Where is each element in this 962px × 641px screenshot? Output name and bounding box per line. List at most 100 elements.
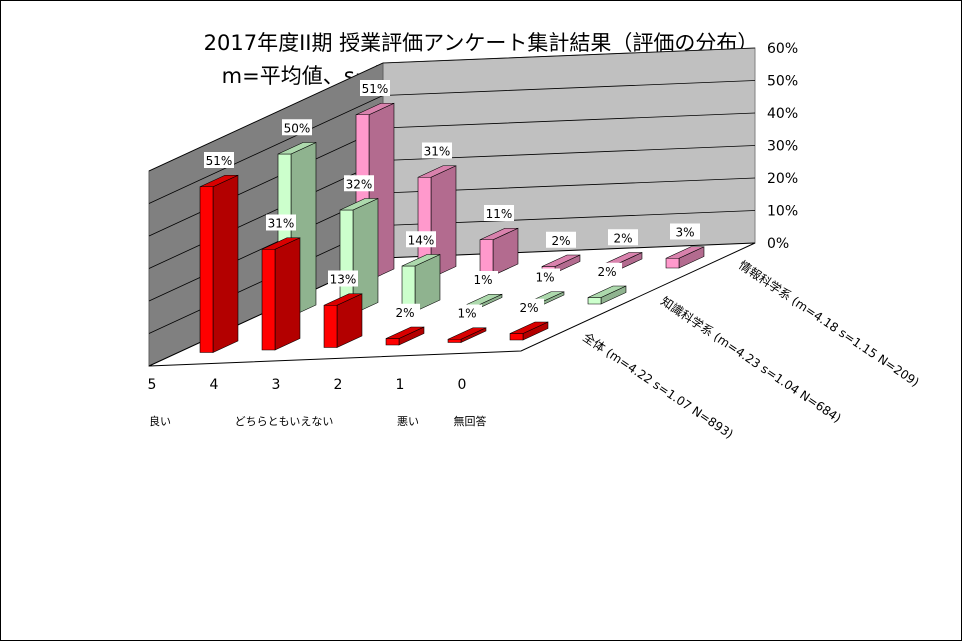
x-description-label: 良い [149, 414, 171, 428]
data-label-text: 31% [268, 217, 295, 231]
data-label: 31% [422, 142, 452, 159]
bar-top [417, 165, 457, 178]
bar-top [385, 326, 425, 339]
y-axis-ticks: 0% 10% 20% 30% 40% 50% 60% [767, 41, 798, 252]
x-axis-descriptions: 良い どちらともいえない 悪い 無回答 [149, 414, 487, 428]
data-label-box [514, 298, 544, 315]
data-label: 2% [592, 262, 622, 279]
bar-front [447, 338, 462, 343]
bar [587, 285, 627, 305]
bar-front [479, 239, 494, 276]
bar-top [355, 102, 395, 116]
data-label-box [468, 271, 498, 287]
chart-title: 2017年度II期 授業評価アンケート集計結果（評価の分布） [203, 31, 759, 55]
bar [509, 321, 549, 341]
y-tick-label: 0% [767, 236, 789, 252]
data-label-box [204, 152, 234, 168]
data-label-box [592, 262, 622, 279]
data-label-text: 51% [206, 154, 233, 168]
bar-front [509, 333, 524, 341]
bar-top [587, 285, 627, 298]
x-tick-label: 2 [334, 377, 343, 393]
data-label-box [390, 303, 420, 320]
x-tick-label: 5 [148, 377, 157, 393]
data-label: 2% [608, 229, 638, 246]
data-label: 31% [266, 214, 296, 231]
data-label-box [266, 214, 296, 231]
gridline [148, 47, 756, 172]
data-label-box [360, 80, 390, 96]
data-label-text: 11% [486, 207, 513, 221]
data-label-box [344, 175, 374, 192]
data-label-text: 13% [330, 273, 357, 287]
series-label: 全体 (m=4.22 s=1.07 N=893) [580, 329, 736, 441]
data-label: 2% [514, 298, 544, 315]
bar-top [199, 174, 239, 188]
data-label-text: 2% [613, 231, 632, 245]
bar-front [261, 248, 276, 351]
data-label: 51% [360, 80, 390, 96]
bar [401, 254, 441, 312]
data-label: 1% [452, 304, 482, 321]
x-tick-label: 4 [210, 377, 219, 393]
data-label-text: 2% [395, 306, 414, 320]
y-tick-label: 50% [767, 74, 798, 90]
x-tick-label: 3 [272, 377, 281, 393]
bar-front [665, 257, 680, 269]
bar-front [199, 186, 214, 353]
bar-top [339, 198, 379, 211]
bar-front [323, 304, 338, 348]
bar [665, 246, 705, 269]
data-label-box [452, 304, 482, 321]
data-label-box [282, 119, 312, 136]
data-label-text: 31% [424, 145, 451, 159]
bar-side [212, 174, 239, 353]
bar [261, 237, 301, 351]
data-label: 50% [282, 119, 312, 136]
data-label-box [670, 223, 700, 240]
data-label-box [546, 231, 576, 248]
data-label-box [608, 229, 638, 246]
data-label-box [328, 270, 358, 287]
bar-top [509, 321, 549, 334]
bar-top [277, 142, 317, 155]
data-label-text: 2% [551, 234, 570, 248]
data-label: 51% [204, 152, 234, 168]
y-tick-label: 20% [767, 171, 798, 187]
data-label-box [530, 268, 560, 285]
bar-top [261, 237, 301, 250]
x-tick-label: 0 [458, 377, 467, 393]
data-label: 14% [406, 231, 436, 248]
data-label-text: 2% [597, 265, 616, 279]
data-label: 2% [546, 231, 576, 248]
data-label-text: 1% [457, 307, 476, 321]
bar-front [587, 297, 602, 305]
data-label-text: 50% [284, 121, 311, 135]
bar-top [479, 227, 519, 241]
bar [199, 174, 239, 353]
data-label: 32% [344, 175, 374, 192]
bar-top [447, 327, 487, 340]
data-label-text: 1% [473, 273, 492, 287]
data-label: 13% [328, 270, 358, 287]
y-tick-label: 40% [767, 106, 798, 122]
data-label: 11% [484, 205, 514, 221]
data-label-text: 14% [408, 233, 435, 247]
data-label: 1% [530, 268, 560, 285]
data-label: 2% [390, 303, 420, 320]
bar [479, 227, 519, 276]
x-description-label: 無回答 [454, 414, 487, 428]
y-tick-label: 30% [767, 139, 798, 155]
y-tick-label: 10% [767, 204, 798, 220]
x-tick-label: 1 [396, 377, 405, 393]
data-label-text: 1% [535, 271, 554, 285]
bar-top [323, 293, 363, 306]
bar [385, 326, 425, 346]
y-tick-label: 60% [767, 41, 798, 57]
data-label-text: 51% [362, 82, 389, 96]
bar-top [401, 254, 441, 267]
data-label-box [406, 231, 436, 248]
bar-top [665, 246, 705, 259]
